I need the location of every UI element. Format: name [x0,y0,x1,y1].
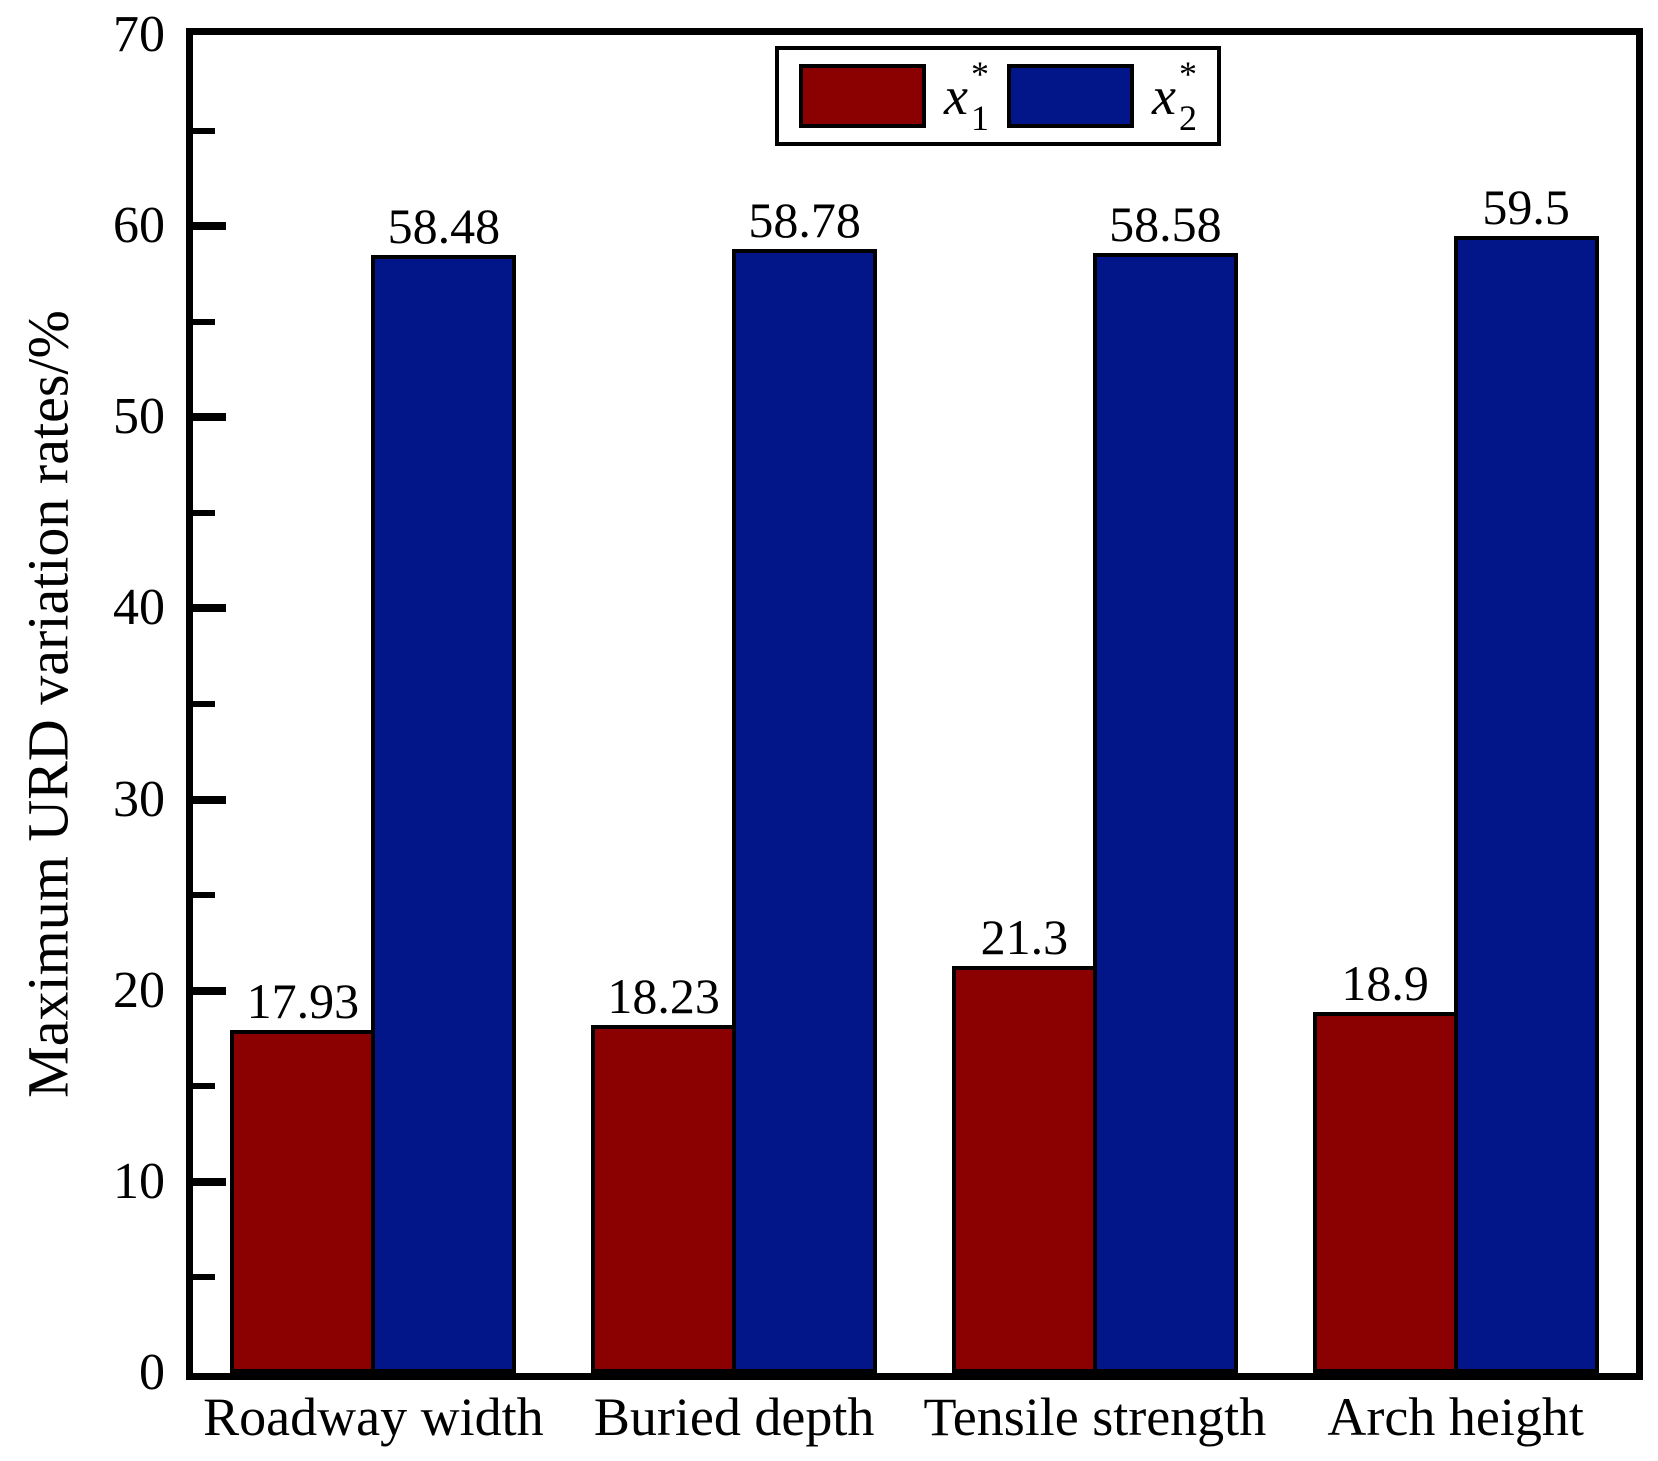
x-category-label-2: Buried depth [593,1387,875,1447]
legend-x1-scripts: * 1 [971,56,989,136]
bar-value-label: 18.23 [607,967,720,1024]
legend-x2-superscript: * [1178,54,1197,94]
y-minor-tick-45 [193,509,215,516]
legend-label-x2: x * 2 [1152,56,1197,136]
legend-x2-subscript: 2 [1178,98,1197,138]
y-axis-tick-labels: 0 10 20 30 40 50 60 70 [30,9,175,1399]
y-minor-tick-25 [193,892,215,899]
y-tick-label-10: 10 [113,1152,165,1210]
y-major-tick-30 [193,795,226,804]
bar-group-1: 17.93 58.48 [193,35,554,1373]
bar-series1-2: 18.23 [591,971,737,1373]
bar-group-3: 21.3 58.58 [915,35,1276,1373]
legend-x2-base: x [1152,66,1176,126]
y-minor-tick-5 [193,1274,215,1281]
x-category-label-3: Tensile strength [923,1387,1267,1447]
legend-x1-subscript: 1 [971,98,989,138]
y-tick-label-70: 70 [113,6,165,63]
bar-value-label: 17.93 [246,973,360,1030]
bar-series2-3: 58.58 [1092,199,1238,1373]
legend-x1-base: x [944,66,968,126]
y-major-tick-10 [193,1177,226,1186]
bar-value-label: 58.58 [1109,196,1222,253]
y-minor-tick-35 [193,701,215,707]
plot-area-inner: 17.93 58.48 18.23 58.78 21.3 58.58 18.9 59.5 [193,35,1636,1373]
y-minor-tick-15 [193,1083,215,1090]
bar-group-4: 18.9 59.5 [1275,35,1636,1373]
bar-group-2: 18.23 58.78 [554,35,915,1373]
bar-series2-2: 58.78 [732,195,878,1373]
y-tick-label-20: 20 [113,961,165,1019]
legend-x2-scripts: * 2 [1179,56,1197,136]
y-tick-label-0: 0 [139,1344,165,1401]
y-tick-label-40: 40 [113,579,165,637]
bar-series2-4: 59.5 [1453,182,1599,1373]
plot-area: 17.93 58.48 18.23 58.78 21.3 58.58 18.9 59.5 [186,28,1643,1380]
bar-series1-4: 18.9 [1312,958,1458,1373]
y-tick-label-30: 30 [113,770,165,828]
x-category-label-4: Arch height [1327,1387,1584,1447]
y-tick-label-50: 50 [113,388,165,446]
legend-x1-superscript: * [971,54,989,94]
y-minor-tick-65 [193,127,215,134]
bar-value-label: 21.3 [980,908,1069,965]
legend-swatch-x1 [799,64,927,128]
legend-label-x1: x * 1 [944,56,989,136]
y-major-tick-40 [193,604,226,613]
y-minor-tick-55 [193,318,215,325]
x-axis-category-labels: Roadway width Buried depth Tensile strengt… [193,1387,1636,1447]
y-tick-label-60: 60 [113,197,165,255]
bar-value-label: 58.48 [387,198,501,255]
bar-value-label: 58.78 [748,192,861,249]
bar-series1-3: 21.3 [951,912,1097,1373]
bar-value-label: 59.5 [1482,178,1570,235]
bars-layer: 17.93 58.48 18.23 58.78 21.3 58.58 18.9 59.5 [193,35,1636,1373]
y-major-tick-20 [193,986,226,995]
x-category-label-1: Roadway width [203,1387,544,1447]
legend: x * 1 x * 2 [775,46,1221,146]
bar-value-label: 18.9 [1341,954,1429,1011]
y-major-tick-60 [193,222,226,231]
bar-series1-1: 17.93 [230,976,376,1373]
y-major-tick-50 [193,413,226,422]
bar-series2-1: 58.48 [371,201,517,1373]
legend-swatch-x2 [1007,64,1134,128]
